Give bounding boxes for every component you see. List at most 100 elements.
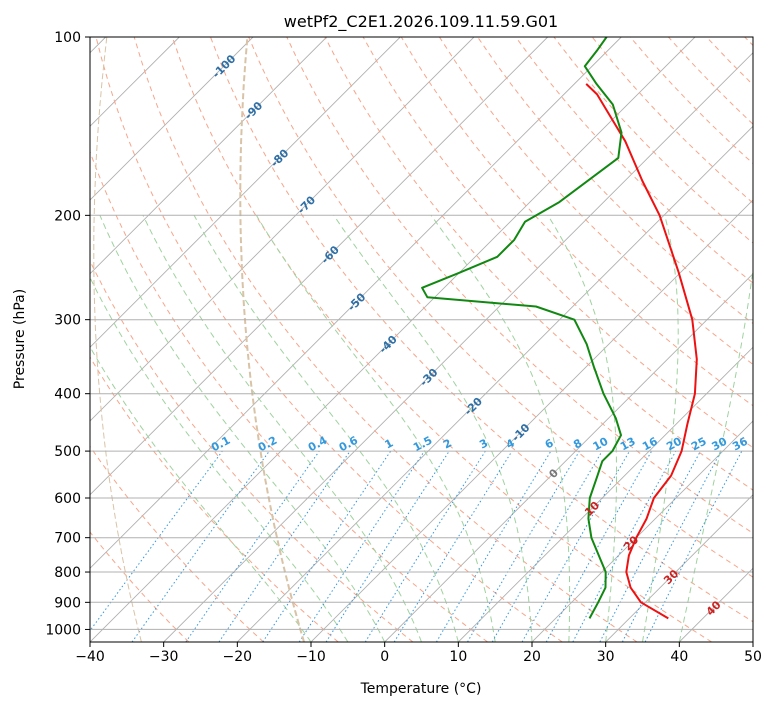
y-tick-label: 700 xyxy=(54,531,81,547)
y-tick-label: 400 xyxy=(54,387,81,403)
mixing-ratio-line xyxy=(644,450,743,642)
y-axis: 100 200 300 400 500 600 700 800 900 1000 xyxy=(45,30,90,638)
dry-adiabat xyxy=(438,37,753,366)
dry-adiabat xyxy=(171,37,712,642)
x-tick-label: 40 xyxy=(670,649,688,665)
mixing-ratio-label: 13 xyxy=(618,435,638,454)
y-tick-label: 200 xyxy=(54,208,81,224)
isotherm-label: 30 xyxy=(661,567,681,587)
dry-adiabat xyxy=(90,259,414,642)
isotherm-label: 40 xyxy=(704,598,724,618)
isotherm-line xyxy=(163,52,753,642)
dry-adiabat xyxy=(515,37,753,284)
mixing-ratio-line xyxy=(298,450,425,642)
y-tick-label: 900 xyxy=(54,595,81,611)
mixing-ratio-line xyxy=(521,450,630,642)
isotherm-line xyxy=(90,37,401,348)
dewpoint-line xyxy=(421,37,623,619)
mixing-ratio-line xyxy=(545,450,653,642)
x-tick-label: 30 xyxy=(597,649,615,665)
moist-adiabat xyxy=(142,215,422,642)
x-tick-label: −20 xyxy=(223,649,253,665)
x-tick-label: −10 xyxy=(296,649,326,665)
mixing-ratio-label: 2 xyxy=(441,436,454,451)
dry-adiabat xyxy=(248,37,753,578)
reference-curve xyxy=(93,37,142,642)
isotherm-line xyxy=(90,37,328,275)
x-tick-label: −40 xyxy=(75,649,105,665)
plot-frame xyxy=(89,36,754,643)
isotherm-line xyxy=(752,641,753,642)
moist-adiabat xyxy=(193,215,459,642)
reference-curve xyxy=(239,37,305,642)
isotherm-line xyxy=(384,273,753,642)
isotherm-label: -20 xyxy=(462,395,485,418)
y-tick-label: 300 xyxy=(54,313,81,329)
isotherm-label: -70 xyxy=(295,193,318,216)
dry-adiabat xyxy=(286,37,753,534)
moist-adiabat xyxy=(430,215,571,642)
background-lines xyxy=(90,37,753,642)
isotherm-label: -30 xyxy=(417,366,440,389)
dry-adiabat xyxy=(744,37,753,47)
dry-adiabat xyxy=(210,37,753,623)
isotherm-line xyxy=(90,37,622,569)
mixing-ratio-label: 36 xyxy=(730,435,750,454)
y-tick-label: 600 xyxy=(54,491,81,507)
mixing-ratio-line xyxy=(599,450,701,642)
mixing-ratio-line xyxy=(325,450,450,642)
isotherm-label: -80 xyxy=(268,146,291,169)
x-tick-label: 10 xyxy=(449,649,467,665)
isotherm-line xyxy=(605,494,753,642)
x-axis: −40 −30 −20 −10 0 10 20 30 40 50 xyxy=(75,642,762,665)
isotherm-line xyxy=(531,420,753,642)
mixing-ratio-line xyxy=(90,450,223,632)
moist-adiabat xyxy=(99,215,386,642)
sounding-series xyxy=(421,37,698,620)
mixing-ratio-line xyxy=(364,450,486,642)
x-tick-label: −30 xyxy=(149,649,179,665)
isotherm-line xyxy=(90,37,549,496)
y-axis-label: Pressure (hPa) xyxy=(12,289,28,389)
isotherm-line xyxy=(90,37,696,642)
isotherm-label: 10 xyxy=(582,499,602,519)
isotherm-line xyxy=(90,37,475,422)
temperature-line xyxy=(585,83,698,620)
dry-adiabat xyxy=(133,37,638,642)
dry-adiabat xyxy=(706,37,753,86)
x-axis-label: Temperature (°C) xyxy=(360,681,482,697)
dry-adiabat xyxy=(553,37,753,244)
y-tick-label: 100 xyxy=(54,30,81,46)
chart-title: wetPf2_C2E1.2026.109.11.59.G01 xyxy=(284,12,558,32)
moist-adiabat xyxy=(547,215,617,642)
dry-adiabat xyxy=(90,150,488,642)
dry-adiabat xyxy=(90,531,190,642)
dry-adiabat xyxy=(95,37,563,642)
mixing-ratio-line xyxy=(467,450,580,642)
isotherm-label: -100 xyxy=(210,52,239,81)
mixing-ratio-label: 10 xyxy=(591,435,611,454)
mixing-ratio-label: 30 xyxy=(710,435,730,454)
isotherm-line xyxy=(310,199,753,642)
isotherm-label: -40 xyxy=(377,333,400,356)
moist-adiabat xyxy=(678,265,753,642)
moist-adiabat xyxy=(255,215,496,642)
isotherm-label: -90 xyxy=(242,99,265,122)
x-tick-label: 20 xyxy=(523,649,541,665)
mixing-ratio-label: 25 xyxy=(689,435,709,454)
mixing-ratio-label: 16 xyxy=(640,435,660,454)
y-tick-label: 1000 xyxy=(45,622,81,638)
mixing-ratio-line xyxy=(393,450,513,642)
x-tick-label: 50 xyxy=(744,649,762,665)
mixing-ratio-line xyxy=(131,450,270,642)
dry-adiabat xyxy=(90,356,339,642)
dry-adiabat xyxy=(400,37,753,407)
x-tick-label: 0 xyxy=(380,649,389,665)
mixing-ratio-line xyxy=(572,450,677,642)
moist-adiabat xyxy=(333,215,533,642)
mixing-ratio-label: 6 xyxy=(543,436,556,451)
mixing-ratio-line xyxy=(262,450,392,642)
y-tick-label: 500 xyxy=(54,444,81,460)
mixing-ratio-label: 20 xyxy=(664,435,684,454)
